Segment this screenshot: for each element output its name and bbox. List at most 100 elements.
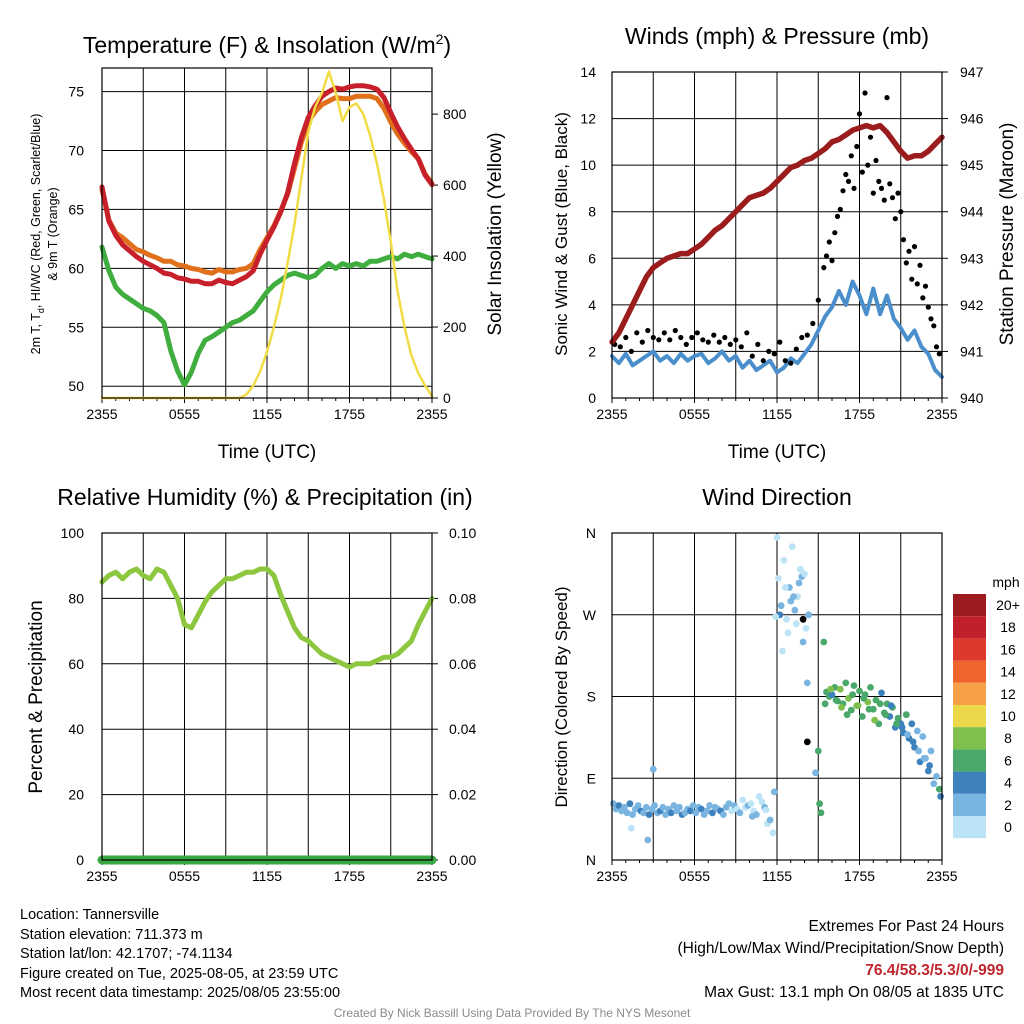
y-axis-label-left: Sonic Wind & Gust (Blue, Black) [552, 112, 571, 356]
y-tick-label-right: 940 [960, 390, 984, 406]
y-tick-label-right: 946 [960, 111, 984, 127]
y-tick-label-left: 50 [68, 378, 84, 394]
gust-point [920, 295, 926, 301]
direction-point [803, 738, 811, 746]
y-tick-label-left: 80 [68, 590, 84, 606]
direction-point [893, 720, 900, 728]
direction-point [920, 754, 928, 762]
direction-point [797, 565, 804, 573]
y-tick-label: W [583, 607, 597, 623]
direction-point [935, 785, 943, 793]
direction-point [882, 711, 889, 719]
gust-point [678, 334, 684, 341]
direction-point [930, 780, 938, 788]
gust-point [848, 153, 854, 159]
y-tick-label-left: 10 [580, 157, 596, 173]
direction-point [795, 579, 803, 587]
direction-point [615, 802, 623, 809]
direction-point [927, 747, 935, 755]
y-tick-label-left: 0 [588, 390, 596, 406]
chart-title: Temperature (F) & Insolation (W/m2) [83, 31, 451, 58]
direction-point [781, 584, 789, 591]
direction-point [805, 611, 812, 619]
gust-point [843, 171, 849, 178]
gust-point [892, 216, 898, 222]
gust-point [898, 209, 904, 215]
legend-label: 16 [1000, 641, 1016, 657]
x-axis-label: Time (UTC) [728, 442, 827, 463]
direction-point [736, 809, 744, 817]
location-text: Location: Tannersville [20, 907, 160, 923]
y-tick-label-left: 60 [68, 260, 84, 276]
direction-point [670, 802, 678, 809]
direction-point [937, 793, 944, 800]
gust-point [851, 185, 857, 191]
direction-point [644, 836, 652, 844]
y-tick-label-left: 8 [588, 204, 596, 220]
direction-point [640, 809, 647, 817]
created-text: Figure created on Tue, 2025-08-05, at 23… [20, 965, 339, 982]
direction-point [894, 714, 902, 722]
legend-label: 4 [1004, 775, 1012, 791]
y-axis-label-left: 2m T, Td, HI/WC (Red, Green, Scarlet/Blu… [29, 114, 46, 355]
direction-point [709, 809, 716, 817]
gust-point [823, 253, 830, 259]
gust-point [700, 337, 706, 343]
gust-point [884, 95, 890, 101]
gust-point [639, 339, 645, 345]
x-tick-label: 1755 [844, 406, 875, 422]
gust-point [623, 334, 629, 341]
legend-swatch [953, 616, 986, 639]
direction-point [766, 816, 774, 824]
gust-point [870, 190, 876, 196]
direction-point [621, 803, 628, 811]
legend-label: 6 [1004, 752, 1012, 768]
y-tick-label-left: 2 [588, 343, 596, 359]
y-tick-label-right: 0 [443, 390, 451, 406]
series-line [99, 244, 435, 388]
direction-point [623, 809, 631, 817]
direction-point [867, 684, 874, 691]
y-tick-label-right: 941 [960, 343, 984, 359]
direction-point [926, 762, 933, 769]
direction-point [777, 602, 785, 610]
y-tick-label-left: 14 [580, 64, 596, 80]
gust-point [829, 258, 835, 264]
gust-point [667, 337, 673, 343]
direction-point [842, 679, 850, 687]
direction-point [627, 824, 635, 832]
legend-swatch [953, 660, 986, 683]
direction-point [780, 556, 788, 564]
legend-label: 20+ [996, 597, 1020, 613]
direction-point [783, 615, 790, 623]
gust-point [840, 188, 846, 194]
gust-point [821, 265, 827, 271]
gust-point [917, 262, 923, 268]
direction-point [747, 800, 755, 808]
legend-swatch [953, 682, 986, 705]
direction-point [836, 685, 844, 693]
x-tick-label: 2355 [596, 406, 627, 422]
gust-point [832, 230, 838, 236]
direction-point [651, 802, 658, 809]
direction-point [904, 731, 911, 738]
y-tick-label-left: 70 [68, 143, 84, 159]
legend-swatch [953, 594, 986, 617]
direction-point [801, 570, 808, 578]
direction-point [634, 802, 642, 809]
direction-point [817, 809, 825, 817]
gust-point [903, 260, 909, 266]
legend-label: 0 [1004, 819, 1012, 835]
gust-point [727, 341, 733, 347]
y-tick-label-left: 60 [68, 656, 84, 672]
legend-label: 8 [1004, 730, 1012, 746]
x-tick-label: 1755 [844, 868, 875, 884]
gust-point [881, 197, 887, 203]
direction-point [843, 711, 851, 719]
y-tick-label-left: 75 [68, 84, 84, 100]
direction-point [748, 813, 756, 820]
gust-point [755, 341, 761, 347]
plot-frame [101, 67, 433, 399]
direction-point [755, 793, 763, 800]
